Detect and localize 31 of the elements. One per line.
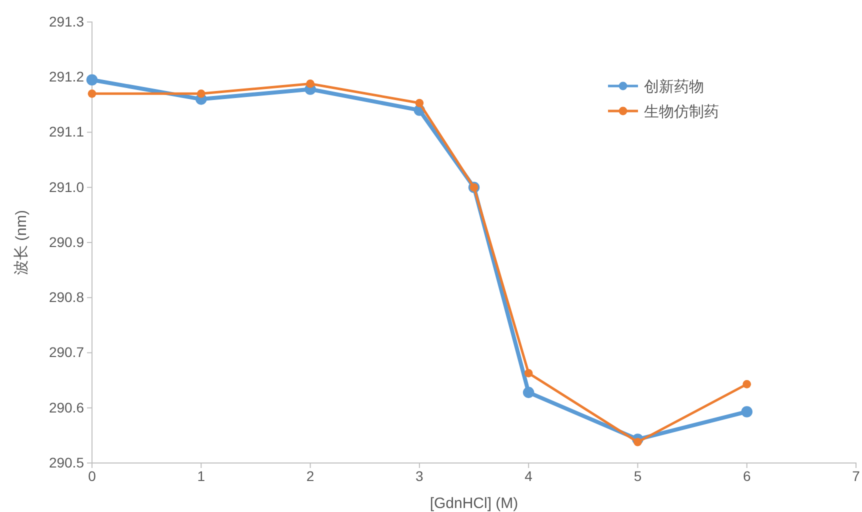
y-tick-label: 290.9: [48, 234, 84, 250]
y-tick-label: 290.7: [48, 344, 84, 360]
point: [86, 74, 98, 86]
y-tick-label: 290.6: [48, 399, 84, 416]
x-tick-label: 4: [524, 468, 533, 484]
point: [522, 386, 534, 398]
y-tick-label: 290.5: [48, 454, 84, 470]
legend-label: 创新药物: [644, 78, 704, 96]
x-tick-label: 1: [197, 468, 206, 484]
x-tick-label: 7: [852, 468, 860, 484]
point: [196, 89, 206, 98]
x-tick-label: 2: [306, 468, 314, 484]
x-tick-label: 0: [88, 468, 96, 484]
y-tick-label: 291.3: [48, 13, 84, 30]
y-tick-label: 291.2: [48, 68, 84, 85]
point: [742, 380, 752, 388]
point: [741, 406, 752, 418]
point: [306, 80, 314, 88]
y-tick-label: 290.8: [48, 289, 84, 306]
x-tick-label: 5: [634, 468, 642, 484]
point: [415, 98, 424, 108]
point: [88, 89, 96, 98]
point: [524, 368, 533, 378]
legend-label: 生物仿制药: [644, 103, 719, 120]
y-axis-title: 波长 (nm): [13, 210, 30, 275]
y-tick-label: 291.0: [48, 178, 84, 195]
x-tick-label: 3: [416, 468, 424, 484]
x-tick-label: 6: [742, 468, 751, 484]
y-tick-label: 291.1: [48, 124, 84, 140]
x-axis-title: [GdnHCl] (M): [430, 495, 518, 512]
point: [634, 438, 642, 446]
